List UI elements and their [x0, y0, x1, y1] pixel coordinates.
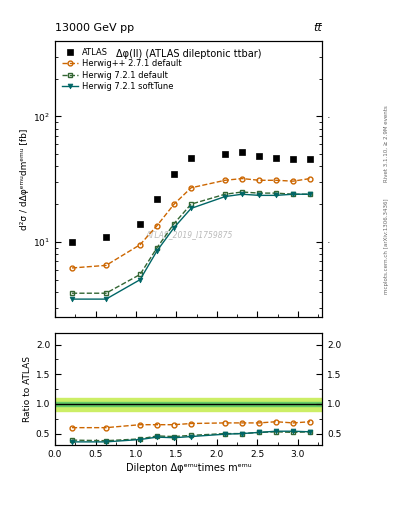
Bar — [55, 401, 322, 407]
Bar — [55, 398, 322, 411]
Text: mcplots.cern.ch [arXiv:1306.3436]: mcplots.cern.ch [arXiv:1306.3436] — [384, 198, 389, 293]
Text: tt̅: tt̅ — [314, 23, 322, 33]
Text: ATLAS_2019_I1759875: ATLAS_2019_I1759875 — [145, 230, 232, 239]
Text: Δφ(ll) (ATLAS dileptonic ttbar): Δφ(ll) (ATLAS dileptonic ttbar) — [116, 49, 261, 59]
X-axis label: Dilepton Δφᵉᵐᵘtimes mᵉᵐᵘ: Dilepton Δφᵉᵐᵘtimes mᵉᵐᵘ — [126, 463, 252, 474]
Legend: ATLAS, Herwig++ 2.7.1 default, Herwig 7.2.1 default, Herwig 7.2.1 softTune: ATLAS, Herwig++ 2.7.1 default, Herwig 7.… — [59, 45, 184, 94]
Y-axis label: Ratio to ATLAS: Ratio to ATLAS — [23, 356, 31, 422]
Y-axis label: d²σ / dΔφᵉᵐᵘdmᵉᵐᵘ [fb]: d²σ / dΔφᵉᵐᵘdmᵉᵐᵘ [fb] — [20, 129, 29, 230]
Text: 13000 GeV pp: 13000 GeV pp — [55, 23, 134, 33]
Text: Rivet 3.1.10, ≥ 2.9M events: Rivet 3.1.10, ≥ 2.9M events — [384, 105, 389, 182]
